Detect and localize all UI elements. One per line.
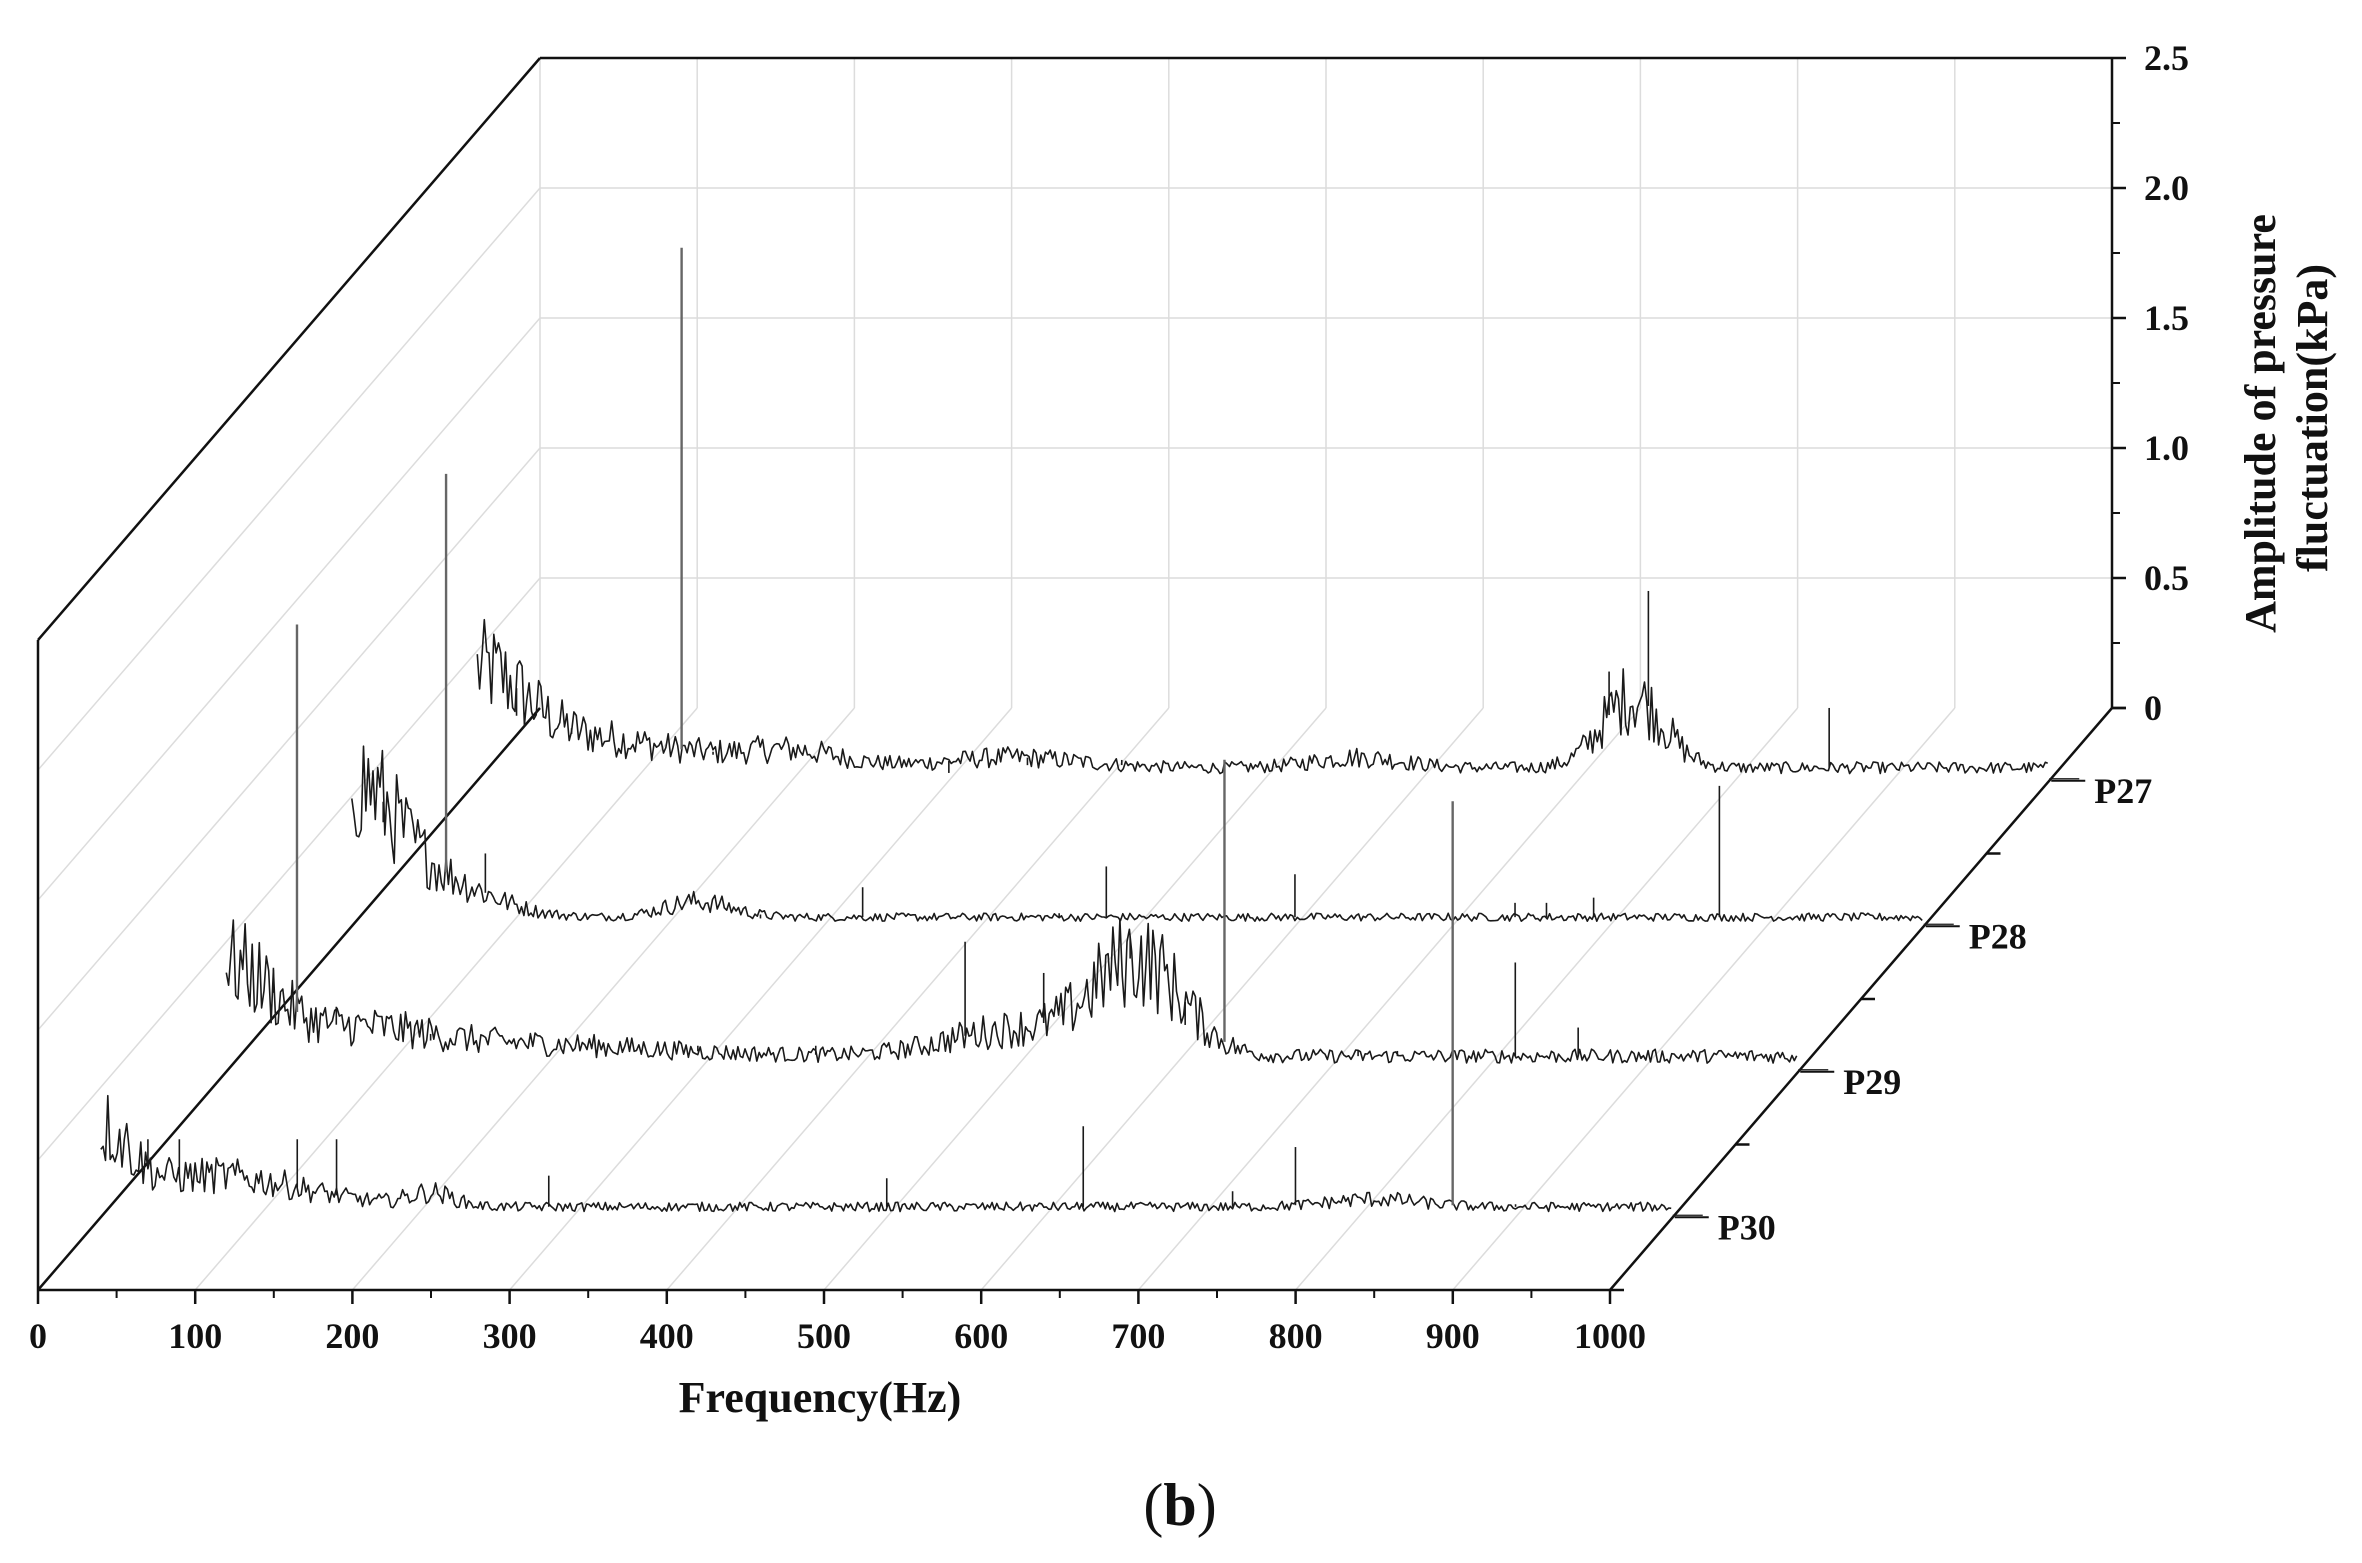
z-tick-label: 0.5	[2144, 558, 2189, 598]
z-axis-title: Amplitude of pressure fluctuation(kPa)	[2236, 203, 2337, 633]
axes-frame	[36, 56, 2114, 1292]
grid-line	[1137, 707, 1641, 1291]
series-line	[351, 745, 1923, 923]
z-tick-label: 1.0	[2144, 428, 2189, 468]
grid-line	[1452, 707, 1956, 1291]
x-axis-title: Frequency(Hz)	[679, 1373, 962, 1422]
panel-label-open: (	[1143, 1472, 1163, 1538]
series-p29: P29	[225, 624, 1901, 1102]
grid-line	[37, 187, 541, 771]
series-line	[225, 918, 1798, 1064]
grid-line	[351, 707, 855, 1291]
x-tick-label: 700	[1111, 1316, 1165, 1356]
tick-labels: 0 100 200 300 400 500 600 700 800 900 1000 0 0.5 1.0 1…	[29, 38, 2189, 1356]
grid-line	[823, 707, 1327, 1291]
x-tick-label: 900	[1426, 1316, 1480, 1356]
z-tick-label: 2.0	[2144, 168, 2189, 208]
x-tick-label: 800	[1269, 1316, 1323, 1356]
z-tick-label: 1.5	[2144, 298, 2189, 338]
x-tick-label: 200	[325, 1316, 379, 1356]
x-tick-label: 1000	[1574, 1316, 1646, 1356]
series-line	[100, 1094, 1672, 1213]
x-tick-label: 100	[168, 1316, 222, 1356]
series-layer: P27 P28 P29 P30	[100, 247, 2152, 1247]
grid-line	[666, 707, 1170, 1291]
series-p30: P30	[100, 801, 1776, 1247]
panel-label-close: )	[1197, 1472, 1217, 1538]
series-label: P27	[2094, 771, 2152, 811]
z-axis-title-line-1: Amplitude of pressure	[2236, 214, 2285, 633]
series-label: P30	[1718, 1207, 1776, 1247]
grid-line	[509, 707, 1013, 1291]
grid-lines	[37, 57, 2113, 1291]
series-p27: P27	[476, 247, 2152, 811]
series-line	[476, 618, 2049, 775]
x-tick-label: 300	[483, 1316, 537, 1356]
left-floor-edge	[37, 707, 541, 1291]
series-p28: P28	[351, 473, 2027, 956]
grid-line	[194, 707, 698, 1291]
panel-label: (b)	[1143, 1472, 1216, 1538]
x-tick-label: 400	[640, 1316, 694, 1356]
top-left-edge	[37, 57, 541, 641]
x-tick-label: 0	[29, 1316, 47, 1356]
grid-line	[37, 577, 541, 1161]
grid-line	[980, 707, 1484, 1291]
grid-line	[37, 317, 541, 901]
grid-line	[1295, 707, 1799, 1291]
z-tick-label: 2.5	[2144, 38, 2189, 78]
z-axis-title-line-2: fluctuation(kPa)	[2288, 264, 2337, 572]
panel-label-letter: b	[1163, 1472, 1196, 1538]
z-tick-label: 0	[2144, 688, 2162, 728]
grid-line	[37, 447, 541, 1031]
series-label: P29	[1843, 1062, 1901, 1102]
x-tick-label: 500	[797, 1316, 851, 1356]
series-label: P28	[1969, 916, 2027, 956]
x-tick-label: 600	[954, 1316, 1008, 1356]
